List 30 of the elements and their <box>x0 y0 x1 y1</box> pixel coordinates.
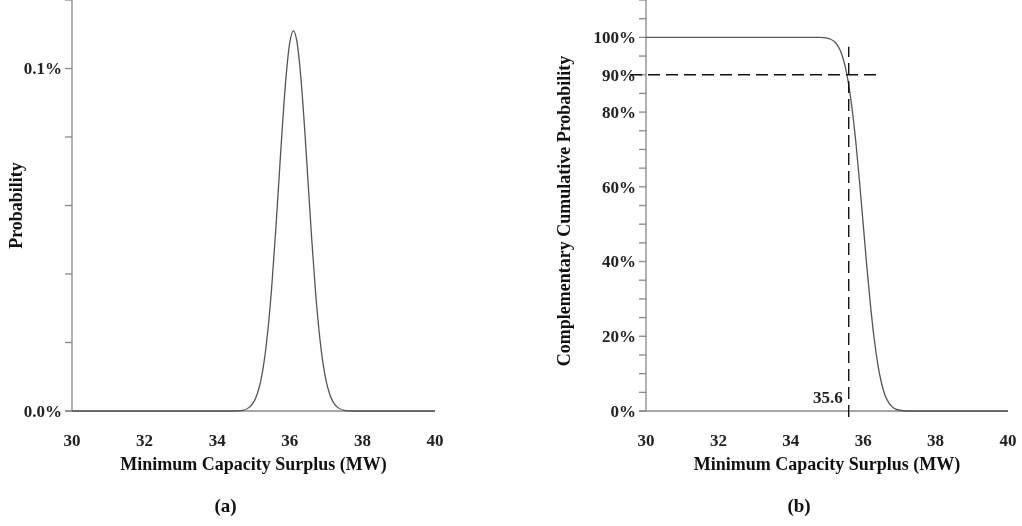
y-tick-label: 40% <box>602 252 636 272</box>
y-tick-label: 0% <box>610 401 636 421</box>
y-tick-label: 100% <box>593 28 636 48</box>
x-axis-title: Minimum Capacity Surplus (MW) <box>120 454 387 475</box>
y-axis-title: Complementary Cumulative Probability <box>554 55 574 367</box>
y-tick-label: 60% <box>602 177 636 197</box>
y-axis-title: Probability <box>6 162 26 249</box>
y-tick-label: 0.0% <box>23 401 62 421</box>
y-tick-label: 0.1% <box>23 59 62 79</box>
line-series <box>71 30 436 412</box>
x-tick-label: 40 <box>999 431 1017 450</box>
text: (b) <box>787 495 811 517</box>
x-tick-label: 36 <box>281 431 299 450</box>
x-tick-label: 40 <box>426 431 444 450</box>
x-tick-label: 30 <box>63 431 81 450</box>
x-tick-label: 34 <box>208 431 227 450</box>
y-tick-label: 20% <box>602 327 636 347</box>
x-tick-label: 32 <box>709 431 727 450</box>
x-tick-label: 38 <box>927 431 945 450</box>
text: (a) <box>214 495 237 517</box>
x-tick-label: 38 <box>353 431 371 450</box>
x-tick-label: 30 <box>637 431 655 450</box>
y-tick-label: 90% <box>602 65 636 85</box>
line-series <box>645 36 1009 412</box>
x-tick-label: 36 <box>854 431 872 450</box>
ref-line-label: 35.6 <box>812 388 843 407</box>
x-axis-title: Minimum Capacity Surplus (MW) <box>693 454 961 475</box>
x-tick-label: 34 <box>782 431 800 450</box>
x-tick-label: 32 <box>136 431 154 450</box>
y-tick-label: 80% <box>602 103 636 123</box>
